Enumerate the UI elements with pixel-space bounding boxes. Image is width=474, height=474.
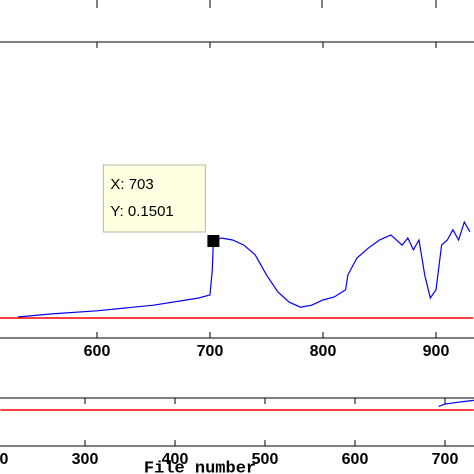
x-tick-label: 900 [423, 343, 450, 360]
x-tick-label: 200 [0, 451, 8, 468]
x-tick-label: 300 [72, 451, 99, 468]
x-tick-label: 600 [342, 451, 369, 468]
x-tick-label: 800 [310, 343, 337, 360]
x-tick-label: 500 [252, 451, 279, 468]
x-tick-label: 700 [197, 343, 224, 360]
data-line [17, 220, 471, 318]
data-line [438, 399, 474, 407]
x-tick-label: 400 [162, 451, 189, 468]
x-tick-label: 600 [84, 343, 111, 360]
datatip-label: Y: 0.1501 [110, 203, 173, 220]
datatip-box [102, 164, 206, 233]
datatip-marker [207, 234, 220, 247]
x-tick-label: 700 [432, 451, 459, 468]
x-axis-label: File number [144, 459, 256, 474]
datatip-label: X: 703 [110, 176, 153, 193]
